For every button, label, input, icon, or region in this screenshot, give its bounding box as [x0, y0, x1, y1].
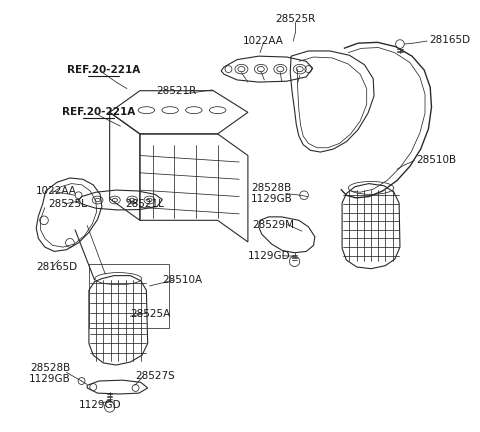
Text: REF.20-221A: REF.20-221A: [67, 65, 140, 75]
Text: 28165D: 28165D: [429, 35, 470, 45]
Text: 28165D: 28165D: [36, 262, 77, 272]
Text: 28525L: 28525L: [48, 199, 87, 210]
Text: 28521L: 28521L: [126, 199, 165, 210]
Text: 28528B: 28528B: [30, 363, 70, 373]
Text: 1129GB: 1129GB: [251, 194, 292, 204]
Text: 28525R: 28525R: [276, 14, 315, 25]
Text: 1022AA: 1022AA: [36, 186, 76, 196]
Text: 1022AA: 1022AA: [242, 36, 284, 46]
Text: 28521R: 28521R: [156, 86, 197, 96]
Text: 28529M: 28529M: [252, 219, 294, 230]
Text: 28510B: 28510B: [416, 155, 456, 165]
Text: 1129GD: 1129GD: [79, 400, 121, 410]
Text: 28525A: 28525A: [131, 309, 171, 320]
Text: 28528B: 28528B: [252, 183, 292, 193]
Text: 1129GD: 1129GD: [248, 251, 291, 261]
Text: 1129GB: 1129GB: [29, 374, 71, 384]
Text: 28527S: 28527S: [135, 371, 175, 381]
Text: REF.20-221A: REF.20-221A: [62, 107, 135, 118]
Text: 28510A: 28510A: [162, 275, 202, 285]
